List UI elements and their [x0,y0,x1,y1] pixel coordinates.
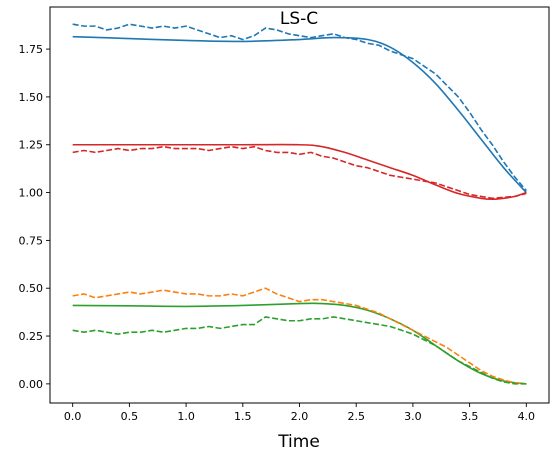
y-tick-label: 1.25 [19,139,44,152]
series-layer [72,23,527,385]
x-ticks: 0.0 0.5 1.0 1.5 2.0 2.5 3.0 3.5 4.0 [64,403,535,423]
y-tick-label: 0.50 [19,282,44,295]
y-tick-label: 1.50 [19,91,44,104]
x-tick-label: 0.0 [64,410,82,423]
x-tick-label: 3.5 [461,410,479,423]
x-tick-label: 2.5 [347,410,365,423]
series-line-1-solid [72,35,527,194]
series-line-4-dashed [72,145,527,200]
y-tick-label: 0.00 [19,378,44,391]
x-tick-label: 2.0 [291,410,309,423]
y-ticks: 0.00 0.25 0.50 0.75 1.00 1.25 1.50 1.75 [19,43,50,391]
y-tick-label: 1.75 [19,43,44,56]
x-tick-label: 1.5 [234,410,252,423]
plot-area-frame [49,6,550,404]
chart-title: LS-C [280,9,318,29]
x-tick-label: 0.5 [121,410,139,423]
series-line-7-dashed [72,316,527,385]
y-tick-label: 1.00 [19,187,44,200]
x-tick-label: 3.0 [404,410,422,423]
series-line-6-dashed [72,287,527,385]
y-tick-label: 0.75 [19,234,44,247]
series-line-2-dashed [72,23,527,192]
x-tick-label: 1.0 [177,410,195,423]
series-line-5-solid [72,302,527,385]
x-tick-label: 4.0 [518,410,536,423]
series-line-3-solid [72,143,527,201]
x-axis-label: Time [277,432,320,452]
y-tick-label: 0.25 [19,330,44,343]
